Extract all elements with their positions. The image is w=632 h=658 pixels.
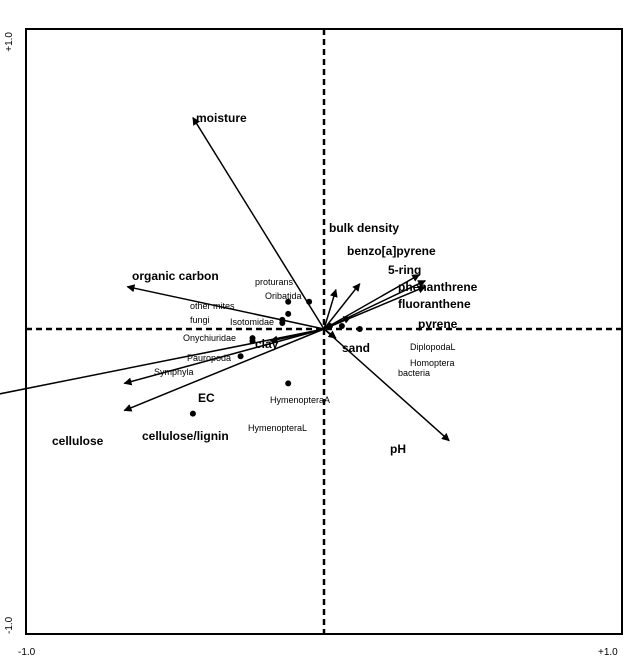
moisture-vector-label: moisture [196, 111, 247, 125]
ph-vector [323, 328, 450, 442]
other-mites-point [285, 310, 292, 317]
organic-carbon-vector [126, 284, 325, 330]
diplopodal-point-label: DiplopodaL [410, 342, 456, 352]
ec-vector-label: EC [198, 391, 215, 405]
ec-vector [123, 328, 325, 386]
fluoranthene-vector-label: fluoranthene [398, 297, 471, 311]
isotomidae-point [279, 320, 286, 326]
cellulose-vector-label: cellulose [52, 434, 104, 448]
bulk-density-vector-label: bulk density [329, 221, 399, 235]
hymenopteraa-point-label: HymenopteraA [270, 395, 330, 405]
hymenopteral-point-label: HymenopteraL [248, 423, 307, 433]
oribatida-point-label: Oribatida [265, 291, 302, 301]
proturans-point-label: proturans [255, 277, 294, 287]
pyrene-vector-label: pyrene [418, 317, 458, 331]
pauropoda-point [249, 338, 256, 345]
clay-vector [269, 328, 325, 344]
phenanthrene-vector-label: phenanthrene [398, 280, 478, 294]
5-ring-vector [323, 273, 421, 330]
y-min-tick-label: -1.0 [4, 616, 15, 634]
symphyla-point-label: Symphyla [154, 367, 194, 377]
hymenopteral-point [189, 410, 196, 417]
environment-vectors: moisture organic carbon cellulose cellulose… [0, 111, 478, 456]
homoptera-point-label: Homoptera [410, 358, 455, 368]
moisture-vector [192, 116, 325, 330]
proturans-point [306, 298, 313, 305]
x-max-tick-label: +1.0 [598, 647, 618, 658]
homoptera-point [327, 323, 333, 329]
hymenopteraa-point [285, 380, 292, 387]
clay-vector-label: clay [255, 337, 279, 351]
benzo-a-pyrene-vector-label: benzo[a]pyrene [347, 244, 436, 258]
onychiuridae-point-label: Onychiuridae [183, 333, 236, 343]
y-max-tick-label: +1.0 [4, 32, 15, 52]
x-min-tick-label: -1.0 [18, 647, 36, 658]
symphyla-point [237, 353, 244, 360]
ph-vector-label: pH [390, 442, 406, 456]
cellulose-lignin-vector-label: cellulose/lignin [142, 429, 229, 443]
oribatida-point [285, 298, 292, 305]
benzo-a-pyrene-vector [323, 283, 361, 330]
bulk-density-vector [323, 288, 338, 330]
cellulose-vector [0, 328, 325, 395]
pauropoda-point-label: Pauropoda [187, 353, 231, 363]
cellulose-lignin-vector [123, 328, 325, 412]
diplopodal-point [356, 326, 363, 332]
bacteria-point [338, 323, 345, 329]
other-mites-point-label: other mites [190, 301, 235, 311]
5-ring-vector-label: 5-ring [388, 263, 421, 277]
isotomidae-point-label: Isotomidae [230, 317, 274, 327]
organic-carbon-vector-label: organic carbon [132, 269, 219, 283]
species-points: proturans Oribatida other mites fungi Isotom… [154, 277, 456, 433]
bacteria-point-label: bacteria [398, 368, 430, 378]
fungi-point-label: fungi [190, 315, 210, 325]
